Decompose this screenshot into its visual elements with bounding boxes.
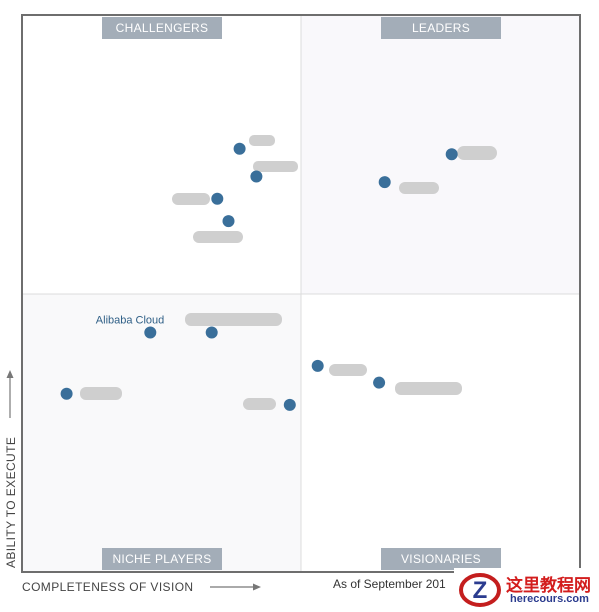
vendor-point	[222, 215, 235, 228]
redacted-label	[253, 161, 298, 172]
site-logo-icon: Z	[459, 573, 501, 607]
as-of-date: As of September 201	[333, 577, 446, 591]
vendor-point	[378, 176, 391, 189]
vendor-point	[205, 326, 218, 339]
leaders-quadrant	[301, 15, 580, 294]
vendor-point	[211, 192, 224, 205]
redacted-label	[395, 382, 462, 395]
watermark-title: 这里教程网	[506, 576, 591, 596]
vendor-point	[60, 387, 73, 400]
redacted-label	[80, 387, 122, 400]
vendor-point	[373, 376, 386, 389]
leaders-label: LEADERS	[412, 21, 470, 35]
niche-players-tab	[102, 548, 222, 570]
challengers-tab	[102, 17, 222, 39]
redacted-labels	[80, 135, 497, 410]
watermark-domain: herecours.com	[510, 593, 589, 605]
visionaries-tab	[381, 548, 501, 570]
data-points: Alibaba Cloud	[60, 142, 458, 411]
challengers-quadrant	[22, 15, 301, 294]
y-axis-arrow	[6, 370, 14, 418]
vendor-point	[233, 142, 246, 155]
redacted-label	[399, 182, 439, 194]
redacted-label	[249, 135, 275, 146]
leaders-tab	[381, 17, 501, 39]
vendor-point	[250, 170, 263, 183]
redacted-label	[185, 313, 282, 326]
redacted-label	[329, 364, 367, 376]
svg-text:Z: Z	[473, 577, 488, 604]
redacted-label	[243, 398, 276, 410]
site-watermark: Z 这里教程网 herecours.com	[454, 568, 599, 612]
redacted-label	[193, 231, 243, 243]
redacted-label	[172, 193, 210, 205]
vendor-label: Alibaba Cloud	[96, 315, 165, 327]
vendor-point	[283, 398, 296, 411]
chart-frame	[21, 14, 581, 573]
x-axis-arrow	[210, 583, 261, 591]
niche-players-quadrant	[22, 294, 301, 572]
niche-players-label: NICHE PLAYERS	[112, 552, 211, 566]
y-axis-title: ABILITY TO EXECUTE	[4, 437, 18, 568]
vendor-point	[144, 326, 157, 339]
vendor-point	[445, 148, 458, 161]
x-axis-title: COMPLETENESS OF VISION	[22, 580, 194, 594]
challengers-label: CHALLENGERS	[116, 21, 209, 35]
vendor-point	[311, 359, 324, 372]
visionaries-label: VISIONARIES	[401, 552, 481, 566]
redacted-label	[457, 146, 497, 160]
visionaries-quadrant	[301, 294, 580, 572]
